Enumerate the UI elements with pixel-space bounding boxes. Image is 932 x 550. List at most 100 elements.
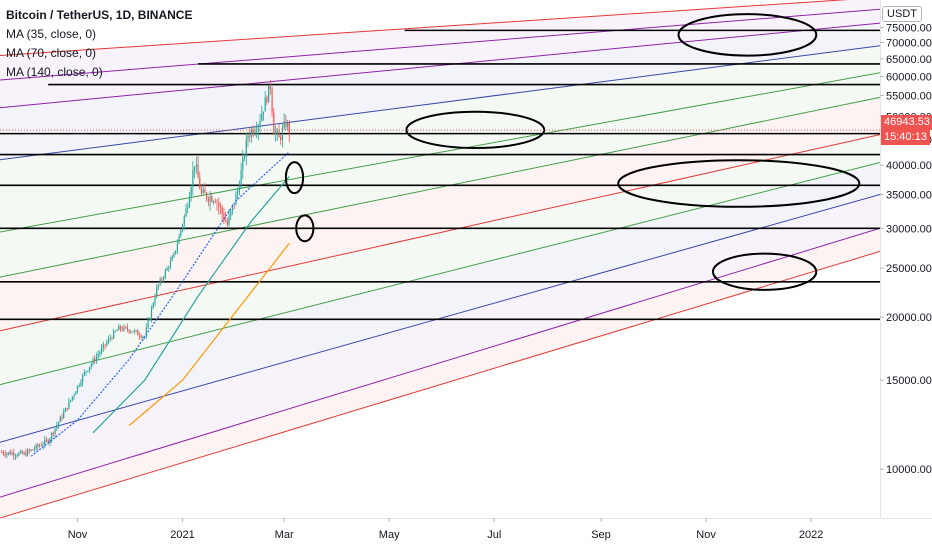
candle xyxy=(75,391,77,395)
currency-selector[interactable]: USDT xyxy=(882,6,922,22)
candle-body xyxy=(207,198,209,202)
candle-body xyxy=(202,189,204,193)
candle-body xyxy=(250,129,253,137)
candle-body xyxy=(140,336,142,338)
candle xyxy=(26,448,29,457)
candle xyxy=(59,415,61,423)
candle-body xyxy=(109,338,111,339)
candle xyxy=(133,328,135,335)
candle-body xyxy=(16,455,18,457)
candle xyxy=(169,256,172,270)
candle-body xyxy=(35,444,37,449)
candle xyxy=(199,171,201,190)
candle xyxy=(116,328,118,332)
candle xyxy=(157,284,160,290)
candle-body xyxy=(76,385,79,392)
candle-body xyxy=(14,455,17,457)
annotation-ellipse xyxy=(405,110,546,150)
candle xyxy=(152,301,154,310)
candle-body xyxy=(64,408,67,413)
candle xyxy=(121,325,123,332)
candle-body xyxy=(114,331,116,333)
candle-body xyxy=(87,370,89,372)
candle xyxy=(114,330,116,333)
ma70-legend[interactable]: MA (70, close, 0) xyxy=(6,46,97,60)
annotation-ellipse xyxy=(295,214,315,243)
candle-body xyxy=(88,367,91,371)
candle xyxy=(175,250,177,255)
candle-body xyxy=(61,416,63,418)
ma140-legend[interactable]: MA (140, close, 0) xyxy=(6,65,103,79)
candle xyxy=(118,323,120,331)
candle-body xyxy=(130,331,132,333)
candle-body xyxy=(25,452,27,456)
candle xyxy=(212,200,215,206)
candle xyxy=(57,421,60,429)
candle-body xyxy=(56,425,58,429)
candle xyxy=(63,408,65,419)
candle-body xyxy=(138,335,141,337)
candle xyxy=(176,239,178,255)
candle xyxy=(45,437,48,443)
candle xyxy=(240,162,242,189)
candle xyxy=(104,344,106,350)
candle xyxy=(274,125,277,142)
candle xyxy=(21,449,23,455)
candle-body xyxy=(285,121,287,127)
candle-body xyxy=(57,422,60,426)
candle xyxy=(71,396,73,402)
candle-body xyxy=(126,327,129,330)
candle-body xyxy=(204,189,206,194)
candle xyxy=(132,331,134,333)
candle xyxy=(88,366,91,374)
candle-body xyxy=(178,235,180,244)
candle-body xyxy=(135,330,137,332)
candle xyxy=(44,435,46,449)
candle-body xyxy=(209,196,211,202)
candle-body xyxy=(286,123,289,127)
candle xyxy=(281,122,284,148)
candle-body xyxy=(271,88,273,113)
candle-body xyxy=(197,164,199,178)
y-tick-label: 10000.00 xyxy=(886,464,932,476)
candle-body xyxy=(54,428,56,434)
y-tick-label: 25000.00 xyxy=(886,263,932,275)
candle-body xyxy=(240,170,242,188)
candle-body xyxy=(164,270,166,278)
candle-body xyxy=(20,451,22,453)
candle-body xyxy=(278,130,280,138)
y-tick-label: 55000.00 xyxy=(886,90,932,102)
candle-body xyxy=(47,440,49,443)
channel-line-red xyxy=(0,250,880,518)
candle xyxy=(92,356,94,366)
candle-body xyxy=(268,85,270,103)
candle xyxy=(137,328,139,336)
ma35-legend[interactable]: MA (35, close, 0) xyxy=(6,27,97,41)
x-tick-label: 2021 xyxy=(170,529,194,541)
candle-body xyxy=(39,445,41,447)
candle xyxy=(8,451,10,456)
candle-body xyxy=(218,202,220,206)
candle xyxy=(185,204,187,218)
candle xyxy=(78,383,80,388)
candle-body xyxy=(168,267,170,269)
channel-line-red xyxy=(0,0,849,56)
candle-body xyxy=(11,452,13,455)
bar-countdown-badge: 15:40:13 xyxy=(881,130,930,146)
candle xyxy=(188,191,191,209)
candle xyxy=(42,441,44,450)
candle xyxy=(224,211,227,223)
candle xyxy=(261,105,263,122)
candle xyxy=(107,335,110,345)
candle-body xyxy=(259,120,261,127)
candle xyxy=(64,407,67,413)
candle xyxy=(178,233,180,244)
candle-body xyxy=(150,307,153,319)
candle xyxy=(161,276,163,282)
annotation-ellipse xyxy=(617,159,861,208)
candle xyxy=(61,413,63,421)
candle-body xyxy=(44,439,46,445)
candle xyxy=(193,166,196,179)
symbol-title[interactable]: Bitcoin / TetherUS, 1D, BINANCE xyxy=(6,8,193,22)
